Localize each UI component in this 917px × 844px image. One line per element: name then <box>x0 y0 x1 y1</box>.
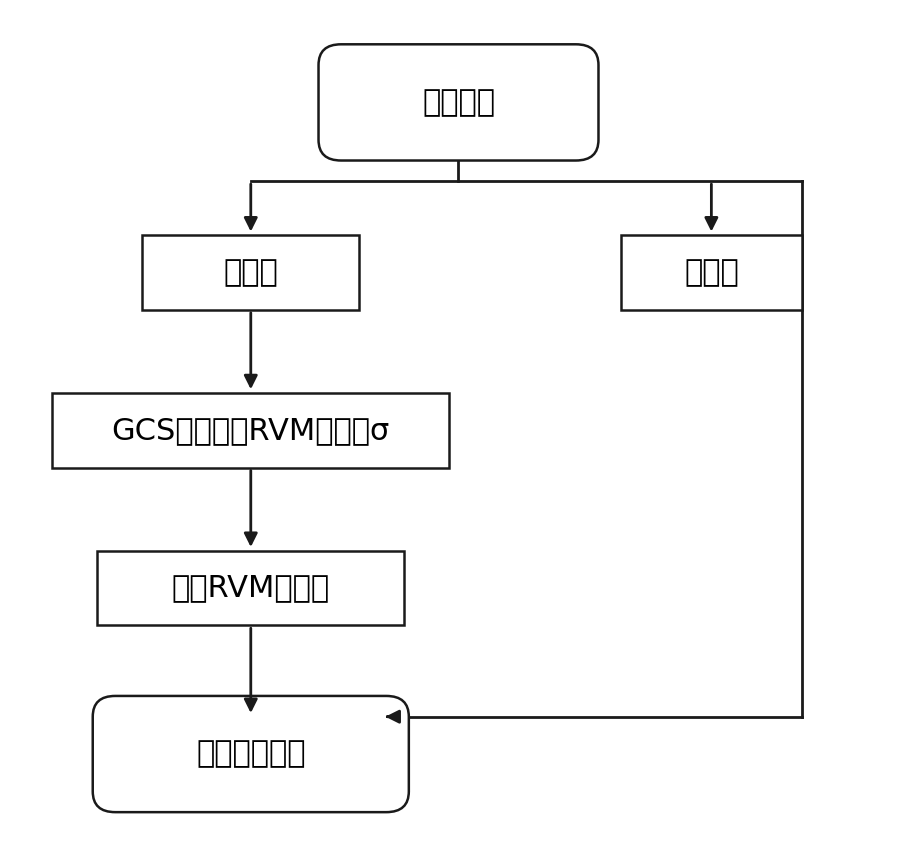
Text: 训练集: 训练集 <box>224 258 278 287</box>
Text: 构造RVM分类器: 构造RVM分类器 <box>171 574 330 603</box>
FancyBboxPatch shape <box>97 550 404 625</box>
Text: GCS算法优化RVM核参数σ: GCS算法优化RVM核参数σ <box>112 416 390 445</box>
Text: 测试集: 测试集 <box>684 258 739 287</box>
FancyBboxPatch shape <box>142 235 359 310</box>
FancyBboxPatch shape <box>621 235 801 310</box>
Text: 输出分类结果: 输出分类结果 <box>196 739 305 769</box>
FancyBboxPatch shape <box>318 44 599 160</box>
FancyBboxPatch shape <box>52 393 449 468</box>
FancyBboxPatch shape <box>93 696 409 812</box>
Text: 采集样本: 采集样本 <box>422 88 495 117</box>
